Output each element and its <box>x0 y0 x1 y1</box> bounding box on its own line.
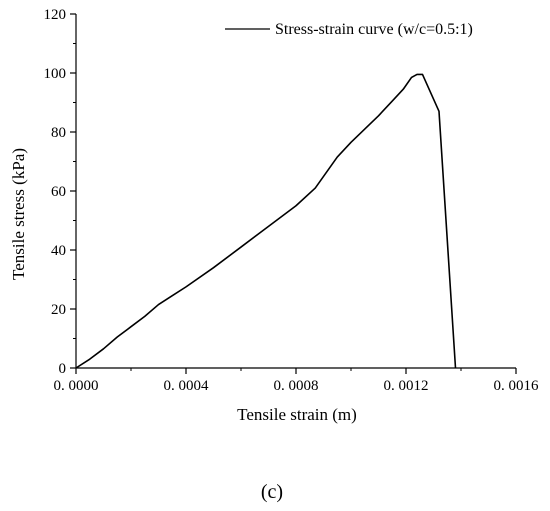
y-tick-label: 0 <box>59 361 67 377</box>
series-line <box>75 73 457 369</box>
x-tick-label: 0. 0008 <box>274 378 319 394</box>
legend: Stress-strain curve (w/c=0.5:1) <box>225 21 473 38</box>
panel-label: (c) <box>261 481 283 503</box>
y-tick-label: 80 <box>51 125 66 141</box>
y-tick-label: 60 <box>51 184 66 200</box>
x-axis-title: Tensile strain (m) <box>237 405 357 424</box>
y-tick-label: 120 <box>44 7 67 23</box>
y-axis-ticks: 0 20 40 60 80 100 120 <box>44 7 76 377</box>
axes <box>75 14 516 369</box>
x-tick-label: 0. 0004 <box>164 378 210 394</box>
x-tick-label: 0. 0016 <box>494 378 540 394</box>
x-tick-label: 0. 0012 <box>384 378 429 394</box>
y-tick-label: 20 <box>51 302 66 318</box>
y-tick-label: 100 <box>44 66 67 82</box>
y-tick-label: 40 <box>51 243 66 259</box>
x-axis-ticks: 0. 0000 0. 0004 0. 0008 0. 0012 0. 0016 <box>54 368 540 394</box>
series-layer <box>75 73 457 369</box>
x-tick-label: 0. 0000 <box>54 378 99 394</box>
legend-label: Stress-strain curve (w/c=0.5:1) <box>275 21 473 38</box>
y-axis-title: Tensile stress (kPa) <box>9 148 28 280</box>
